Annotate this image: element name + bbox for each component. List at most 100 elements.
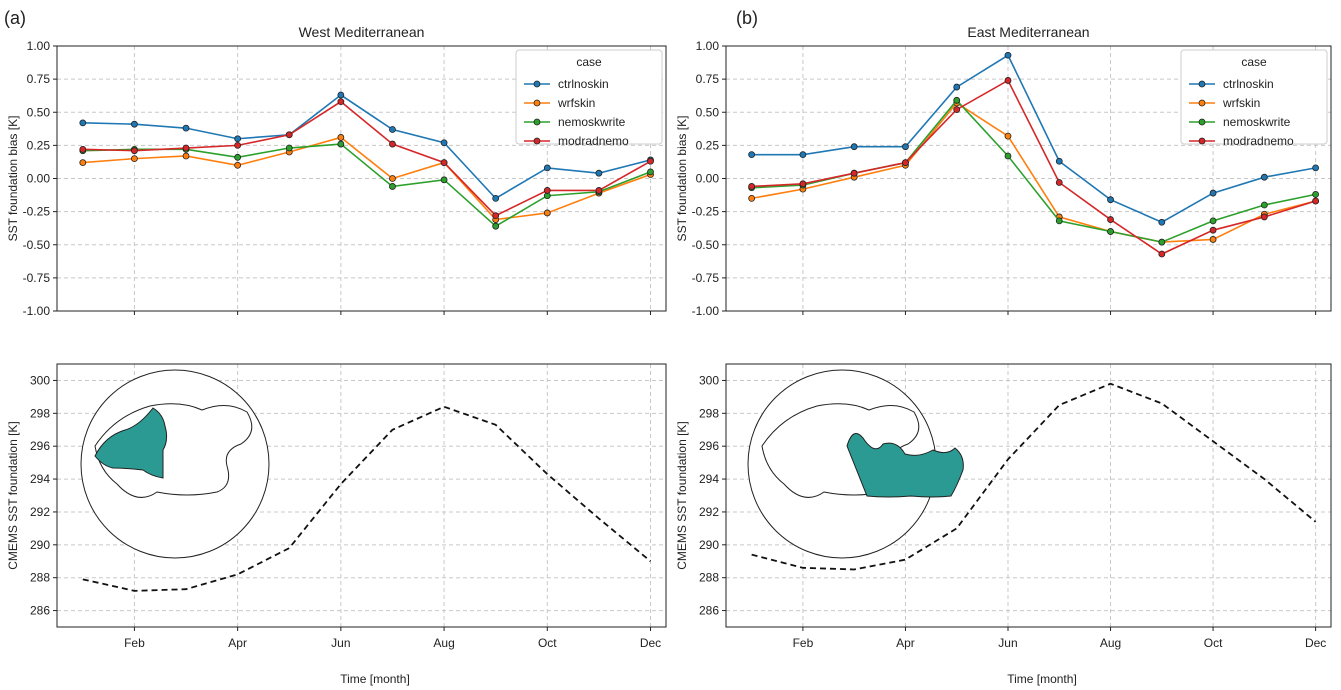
globe-map-inset-west <box>80 369 270 559</box>
data-point-nemoskwrite <box>1055 217 1063 225</box>
data-point-wrfskin <box>389 175 396 182</box>
data-point-ctrlnoskin <box>389 126 396 133</box>
y-tick-label: 0.50 <box>696 105 720 119</box>
data-point-nemoskwrite <box>234 153 242 161</box>
series-line-ctrlnoskin <box>751 54 1316 224</box>
data-point-modradnemo <box>1260 213 1268 221</box>
chart-top-right: -1.00 -0.75 -0.50 -0.25 0.00 0.25 0.50 0.75 1.00… <box>675 8 1332 318</box>
legend-swatch-marker <box>533 80 541 88</box>
legend-title: case <box>1241 55 1267 69</box>
y-axis-label: SST foundation bias [K] <box>6 116 20 242</box>
series-line-wrfskin <box>751 101 1316 243</box>
data-point-modradnemo <box>285 131 293 139</box>
series-line-modradnemo <box>751 79 1316 255</box>
data-point-modradnemo <box>850 169 858 177</box>
data-point-wrfskin <box>1004 132 1012 140</box>
y-tick-label: -0.75 <box>23 271 51 285</box>
x-tick-label: Dec <box>640 636 661 650</box>
data-point-modradnemo <box>543 187 551 194</box>
data-point-nemoskwrite <box>492 222 500 230</box>
x-tick-label: Feb <box>793 636 814 650</box>
x-tick-label: Jun <box>331 636 350 650</box>
y-tick-label: -0.25 <box>23 205 51 219</box>
data-point-wrfskin <box>234 161 242 169</box>
legend-entry: wrfskin <box>1222 96 1260 110</box>
data-point-nemoskwrite <box>389 183 396 190</box>
chart-title: East Mediterranean <box>967 24 1089 40</box>
series-line-ctrlnoskin <box>82 94 651 200</box>
data-point-nemoskwrite <box>1158 238 1166 246</box>
series-line-wrfskin <box>82 136 651 221</box>
data-point-wrfskin <box>131 155 138 163</box>
legend-swatch-marker <box>1198 80 1206 88</box>
y-tick-label: 0.25 <box>27 138 51 152</box>
plot-frame <box>725 363 1332 628</box>
y-tick-label: 288 <box>699 571 719 585</box>
data-point-modradnemo <box>492 212 500 220</box>
y-tick-label: 290 <box>30 538 50 552</box>
data-point-modradnemo <box>1312 197 1320 205</box>
data-point-ctrlnoskin <box>1312 164 1320 172</box>
y-tick-label: 1.00 <box>696 39 720 53</box>
data-point-modradnemo <box>79 145 87 153</box>
y-axis-label: CMEMS SST foundation [K] <box>675 421 689 570</box>
data-point-ctrlnoskin <box>902 143 909 151</box>
legend-entry: nemoskwrite <box>558 115 626 129</box>
y-axis-label: CMEMS SST foundation [K] <box>6 421 20 570</box>
data-point-ctrlnoskin <box>850 143 858 151</box>
chart-title: West Mediterranean <box>299 24 425 40</box>
series-line <box>751 382 1317 571</box>
data-point-ctrlnoskin <box>492 194 500 202</box>
legend-entry: modradnemo <box>558 134 629 148</box>
series-line <box>82 405 652 592</box>
y-tick-label: -0.50 <box>23 238 51 252</box>
data-point-nemoskwrite <box>1260 201 1268 209</box>
legend-entry: ctrlnoskin <box>1223 77 1274 91</box>
data-point-modradnemo <box>440 159 448 167</box>
y-tick-label: 294 <box>30 472 50 486</box>
x-tick-label: Dec <box>1305 636 1326 650</box>
y-tick-label: 298 <box>699 406 719 420</box>
data-point-modradnemo <box>1004 77 1012 84</box>
y-tick-label: 300 <box>30 373 50 387</box>
x-axis-label-right: Time [month] <box>1007 672 1077 686</box>
data-point-wrfskin <box>182 152 190 160</box>
data-point-ctrlnoskin <box>1209 189 1217 197</box>
legend-title: case <box>576 55 602 69</box>
y-tick-label: -0.75 <box>692 271 720 285</box>
y-axis-label: SST foundation bias [K] <box>675 116 689 242</box>
data-point-ctrlnoskin <box>1158 218 1166 226</box>
legend-box <box>1180 49 1328 145</box>
x-tick-label: Apr <box>228 636 247 650</box>
x-tick-label: Jun <box>998 636 1017 650</box>
y-tick-label: 0.25 <box>696 138 720 152</box>
data-point-modradnemo <box>1209 226 1217 234</box>
legend-swatch-marker <box>1198 99 1206 107</box>
legend-swatch-marker <box>533 137 541 145</box>
x-tick-label: Apr <box>896 636 915 650</box>
data-point-wrfskin <box>748 194 756 202</box>
y-tick-label: 1.00 <box>27 39 51 53</box>
data-point-wrfskin <box>1209 236 1217 243</box>
data-point-ctrlnoskin <box>182 124 190 132</box>
data-point-nemoskwrite <box>440 176 448 184</box>
data-point-modradnemo <box>953 106 961 113</box>
y-tick-label: 296 <box>30 439 50 453</box>
legend-box <box>515 49 663 145</box>
data-point-modradnemo <box>647 157 654 165</box>
y-tick-label: 0.00 <box>27 172 51 186</box>
globe-map-inset-east <box>747 369 964 559</box>
data-point-nemoskwrite <box>285 144 293 152</box>
y-tick-label: 286 <box>30 604 50 618</box>
series-line-modradnemo <box>82 100 651 217</box>
data-point-modradnemo <box>182 144 190 152</box>
y-tick-label: 294 <box>699 472 719 486</box>
legend-swatch-marker <box>533 99 541 107</box>
data-point-ctrlnoskin <box>799 151 807 159</box>
data-point-nemoskwrite <box>337 140 345 148</box>
y-tick-label: -0.25 <box>692 205 720 219</box>
y-tick-label: 298 <box>30 406 50 420</box>
globe-outline <box>80 369 270 559</box>
panel-label: (a) <box>4 8 26 28</box>
y-tick-label: 286 <box>699 604 719 618</box>
